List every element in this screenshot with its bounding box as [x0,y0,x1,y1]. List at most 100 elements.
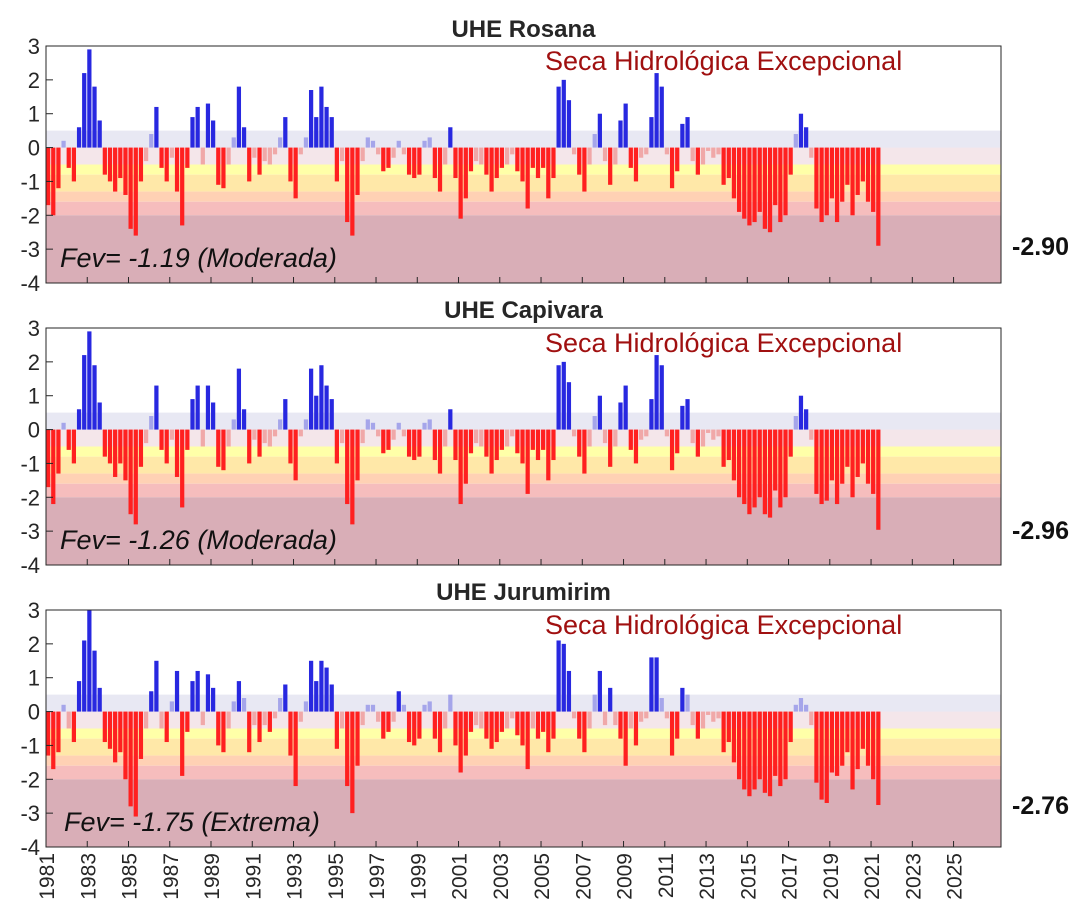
bar [149,691,154,712]
axes-frame [45,45,1002,284]
x-tick-label: 2017 [779,853,802,900]
severity-band [46,412,1001,430]
bar [669,147,675,189]
bar [582,711,587,753]
bar [716,429,721,437]
x-tick-label: 2021 [861,853,884,900]
bar [752,147,757,223]
bar [334,429,339,464]
bar [783,711,788,780]
bar [664,147,670,155]
bar [577,711,582,739]
bar [726,711,731,743]
bar [180,429,185,508]
bar [61,422,66,430]
drought-banner: Seca Hidrológica Excepcional [545,610,902,640]
bar [138,711,144,759]
bar [61,704,66,712]
bar [427,419,432,430]
bar [92,365,97,430]
bar [272,429,278,437]
fev-annotation: Fev= -1.26 (Moderada) [60,525,337,555]
severity-band [46,483,1001,498]
bar [432,429,437,461]
bar [159,711,164,729]
bar [174,147,180,192]
bar [102,147,107,175]
bar [339,429,345,444]
bar [164,147,169,182]
bar [463,711,468,756]
bar [417,429,422,457]
bar [386,711,391,732]
bar [700,147,706,165]
bar [97,687,102,712]
panel-title: UHE Capivara [444,297,603,324]
bar [499,429,505,450]
y-tick-label: -2 [20,203,40,228]
bar [345,711,350,787]
bar [107,429,113,464]
bar [778,147,783,223]
bar [798,113,804,148]
bar [798,395,804,430]
bar [633,147,639,182]
bar [664,711,670,719]
bar [56,147,61,189]
bar [169,147,174,158]
bar [566,100,572,148]
bar [376,429,381,437]
bar [350,711,355,814]
bar [185,711,190,732]
bar [252,147,257,158]
bar [308,90,314,148]
bar [556,365,561,430]
y-tick-label: 2 [28,350,40,375]
bar [92,650,97,712]
bar [675,147,680,172]
bar [587,711,592,729]
drought-banner: Seca Hidrológica Excepcional [545,328,902,358]
bar [484,711,489,739]
bar [143,147,149,162]
bar [876,711,881,806]
bar [592,416,597,430]
bar [262,147,267,162]
bar [303,137,309,148]
bar [690,429,695,444]
y-tick-label: -3 [20,801,40,826]
bar [829,429,835,481]
severity-band [46,456,1001,474]
bar [571,711,577,719]
fev-annotation: Fev= -1.75 (Extrema) [64,807,320,837]
bar [577,147,582,175]
bar [381,429,386,454]
bar [113,147,118,192]
bar [169,701,174,712]
x-tick-label: 1989 [201,853,224,900]
bar [298,147,303,155]
bar [216,711,221,746]
bar [298,711,303,722]
bar [711,147,716,158]
bar [231,137,236,148]
bar [773,711,778,776]
bar [499,711,505,732]
bar [216,147,221,185]
bar [608,687,613,712]
x-tick-label: 1987 [160,853,183,900]
bar [530,429,535,450]
bar [613,429,618,447]
bar [267,711,272,732]
bar [123,147,128,195]
severity-band [46,755,1001,766]
bar [412,429,417,461]
bar [164,711,169,743]
bar [211,402,216,430]
bar [298,429,303,437]
bar [829,147,835,199]
bar [76,127,82,148]
bar [412,711,417,746]
bar [757,711,762,780]
bar [221,711,226,753]
